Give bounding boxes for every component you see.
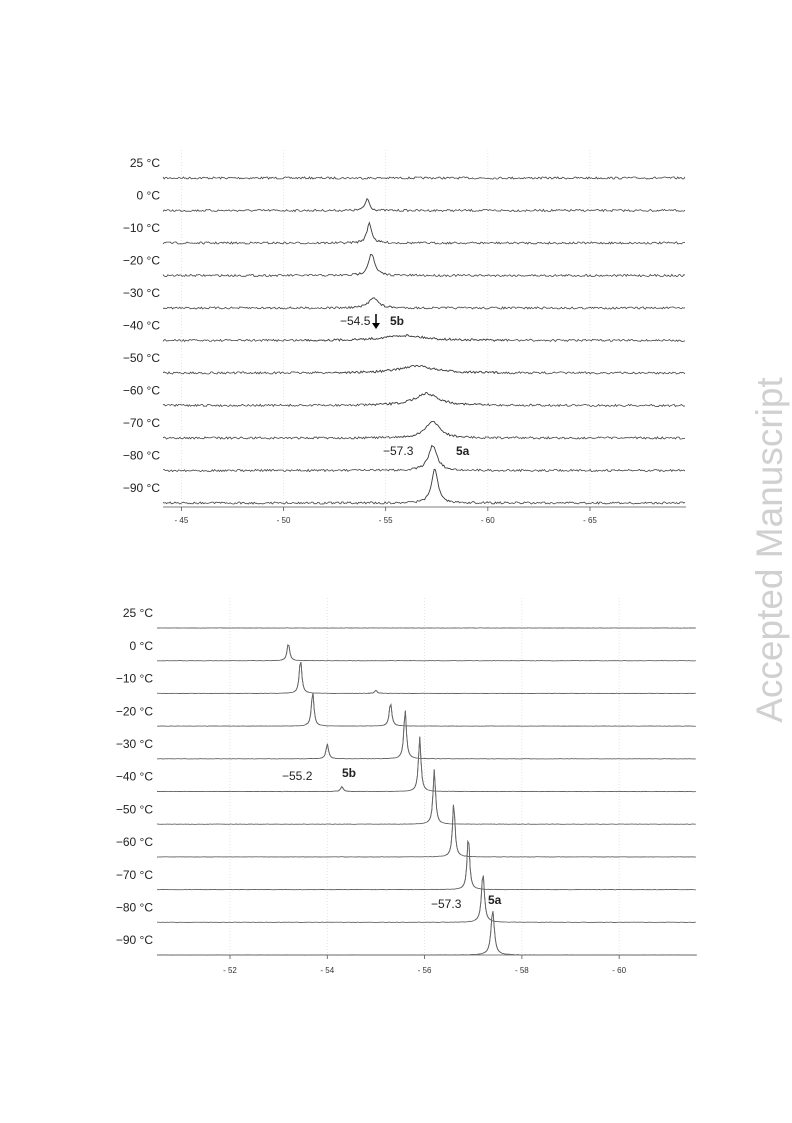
peak	[418, 468, 452, 503]
temperature-label: −40 °C	[116, 770, 153, 784]
peak	[411, 444, 455, 471]
annotation: 5b	[390, 314, 404, 328]
temperature-label: −60 °C	[116, 835, 153, 849]
temperature-label: −50 °C	[123, 351, 160, 365]
peak	[397, 710, 413, 758]
annotation: 5a	[456, 444, 470, 458]
temperature-label: 0 °C	[130, 639, 154, 653]
temperature-label: 25 °C	[123, 606, 153, 620]
annotation: 5a	[488, 893, 502, 907]
arrow-head	[372, 323, 380, 329]
peak	[446, 804, 461, 856]
annotation: −57.3	[383, 444, 414, 458]
temperature-label: −70 °C	[116, 868, 153, 882]
peak	[460, 839, 476, 889]
spectrum-trace	[156, 661, 696, 695]
peak	[293, 661, 309, 693]
peak	[383, 703, 399, 726]
peak	[368, 690, 383, 694]
peak	[305, 692, 321, 726]
annotation: −57.3	[431, 897, 462, 911]
peak	[355, 221, 383, 244]
temperature-label: −50 °C	[116, 802, 153, 816]
x-tick-label: - 55	[379, 516, 393, 525]
spectrum-trace	[162, 468, 686, 505]
temperature-label: −10 °C	[123, 221, 160, 235]
spectrum-trace	[162, 253, 686, 278]
watermark: Accepted Manuscript	[749, 377, 790, 723]
x-tick-label: - 52	[223, 966, 237, 975]
x-tick-label: - 58	[515, 966, 529, 975]
peak	[412, 736, 428, 790]
peak	[426, 769, 442, 823]
peak	[280, 644, 296, 661]
spectrum-trace	[157, 875, 696, 923]
x-tick-label: - 45	[174, 516, 188, 525]
temperature-label: 0 °C	[137, 189, 161, 203]
spectrum-trace	[162, 420, 686, 440]
temperature-label: −20 °C	[123, 254, 160, 268]
spectrum-trace	[162, 176, 686, 180]
peak	[351, 297, 396, 309]
spectrum-trace	[156, 692, 696, 727]
temperature-label: −80 °C	[116, 900, 153, 914]
annotation: −55.2	[282, 769, 313, 783]
peak	[356, 197, 380, 212]
peak	[367, 392, 485, 406]
annotation: −54.5	[340, 314, 371, 328]
spectrum-trace	[162, 197, 686, 213]
spectrum-trace	[162, 444, 686, 473]
peak	[397, 420, 467, 438]
peak	[334, 785, 350, 792]
spectrum-trace	[156, 839, 696, 891]
spectrum-trace	[162, 221, 686, 245]
spectrum-trace	[156, 804, 696, 858]
peak	[483, 911, 502, 954]
temperature-label: −90 °C	[116, 933, 153, 947]
spectrum-trace	[156, 710, 696, 760]
x-tick-label: - 60	[481, 516, 495, 525]
temperature-label: 25 °C	[130, 156, 160, 170]
temperature-label: −10 °C	[116, 672, 153, 686]
temperature-label: −60 °C	[123, 384, 160, 398]
annotation: 5b	[342, 766, 356, 780]
peak	[304, 334, 505, 342]
spectrum-trace	[156, 736, 696, 793]
x-tick-label: - 56	[418, 966, 432, 975]
x-tick-label: - 60	[612, 966, 626, 975]
spectrum-trace	[156, 769, 696, 825]
spectrum-trace	[162, 297, 686, 310]
peak	[355, 253, 388, 276]
peak	[474, 875, 491, 921]
spectrum-trace	[157, 644, 696, 662]
x-tick-label: - 65	[583, 516, 597, 525]
peak	[333, 364, 500, 375]
temperature-label: −30 °C	[123, 286, 160, 300]
x-tick-label: - 50	[277, 516, 291, 525]
temperature-label: −70 °C	[123, 416, 160, 430]
spectrum-trace	[156, 911, 696, 956]
peak	[320, 743, 335, 759]
temperature-label: −20 °C	[116, 704, 153, 718]
temperature-label: −90 °C	[123, 481, 160, 495]
temperature-label: −80 °C	[123, 449, 160, 463]
temperature-label: −30 °C	[116, 737, 153, 751]
temperature-label: −40 °C	[123, 319, 160, 333]
x-tick-label: - 54	[320, 966, 334, 975]
